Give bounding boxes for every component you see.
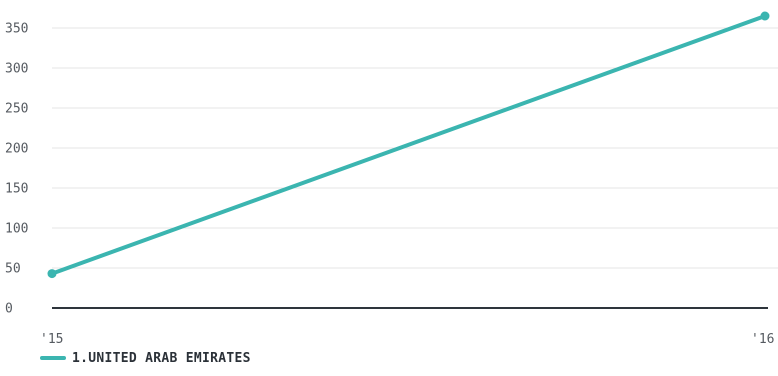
y-tick-label: 350 — [5, 22, 28, 37]
y-tick-label: 0 — [5, 302, 13, 317]
y-tick-label: 100 — [5, 222, 28, 237]
y-tick-label: 50 — [5, 262, 21, 277]
series-group — [47, 11, 770, 279]
series-line — [50, 14, 767, 276]
legend-swatch — [40, 356, 66, 360]
y-tick-label: 150 — [5, 182, 28, 197]
y-axis-ticks: 0 50 100 150 200 250 300 350 — [5, 22, 28, 317]
y-tick-label: 300 — [5, 62, 28, 77]
legend-label: 1.UNITED ARAB EMIRATES — [72, 350, 251, 366]
data-point[interactable] — [47, 269, 57, 279]
y-tick-label: 250 — [5, 102, 28, 117]
legend[interactable]: 1.UNITED ARAB EMIRATES — [40, 346, 251, 370]
x-axis-ticks: '15 '16 — [40, 332, 774, 347]
x-tick-label: '15 — [40, 332, 63, 347]
x-tick-label: '16 — [751, 332, 774, 347]
data-point[interactable] — [760, 11, 770, 21]
grid-lines — [52, 27, 778, 269]
y-tick-label: 200 — [5, 142, 28, 157]
